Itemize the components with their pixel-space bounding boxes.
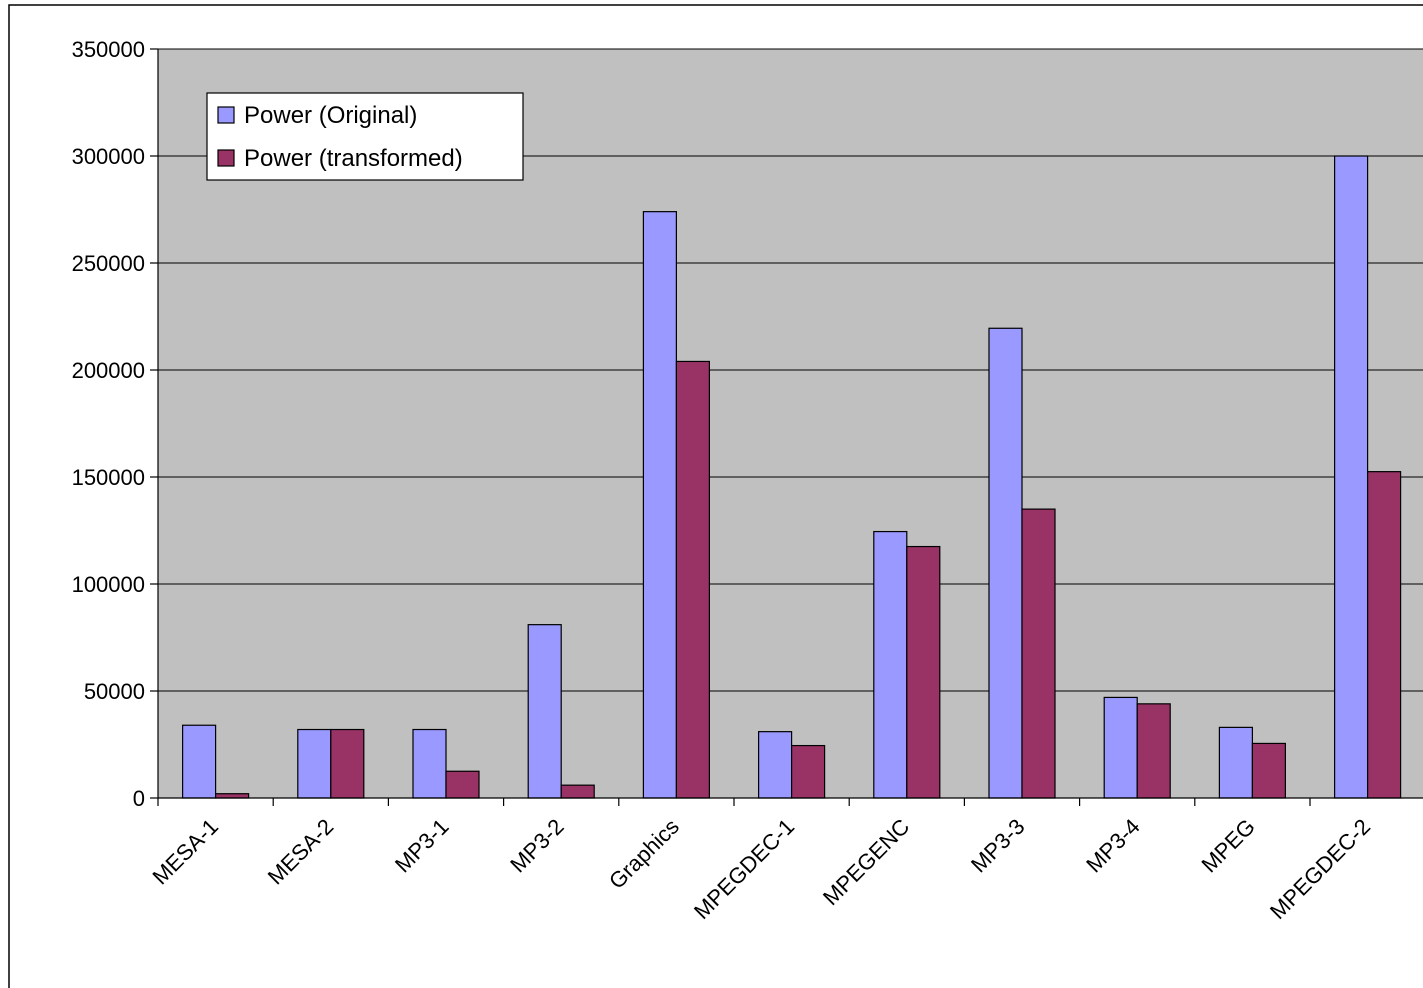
bar-original: [412, 728, 447, 799]
bar-original: [527, 624, 562, 799]
bar-transformed: [790, 744, 826, 799]
y-tick-label: 300000: [72, 144, 145, 169]
bar-transformed: [1251, 742, 1287, 799]
y-tick-label: 0: [133, 786, 145, 811]
bar-transformed: [215, 793, 250, 799]
bar-original: [757, 731, 793, 799]
axes: [150, 48, 1423, 806]
y-tick-label: 100000: [72, 572, 145, 597]
legend-swatch-power-original: [217, 106, 235, 124]
bar-transformed: [560, 784, 595, 799]
y-tick-label: 350000: [72, 37, 145, 62]
bar-original: [988, 327, 1023, 799]
legend-swatch-power-transformed: [217, 149, 235, 167]
y-tick-label: 150000: [72, 465, 145, 490]
bar-transformed: [675, 360, 711, 799]
bar-original: [182, 724, 217, 799]
y-tick-label: 50000: [84, 679, 145, 704]
legend-box: [206, 92, 524, 181]
bar-original: [1218, 726, 1254, 799]
bar-original: [1333, 155, 1369, 799]
bar-original: [1103, 696, 1138, 799]
y-tick-label: 200000: [72, 358, 145, 383]
legend: Power (Original) Power (transformed): [206, 92, 524, 181]
bar-transformed: [1136, 703, 1171, 799]
bar-transformed: [906, 545, 941, 799]
y-tick-label: 250000: [72, 251, 145, 276]
bar-transformed: [1366, 471, 1402, 799]
bar-transformed: [445, 770, 480, 799]
bar-original: [297, 728, 332, 799]
bar-original: [642, 211, 678, 799]
bar-transformed: [330, 728, 365, 799]
bar-original: [873, 530, 908, 799]
bars: [182, 155, 1402, 799]
y-tick-labels: 0 50000 100000 150000 200000 250000 300000 3500…: [72, 37, 145, 811]
legend-label-power-transformed: Power (transformed): [244, 145, 463, 172]
legend-label-power-original: Power (Original): [244, 102, 417, 129]
bar-transformed: [1021, 508, 1056, 799]
